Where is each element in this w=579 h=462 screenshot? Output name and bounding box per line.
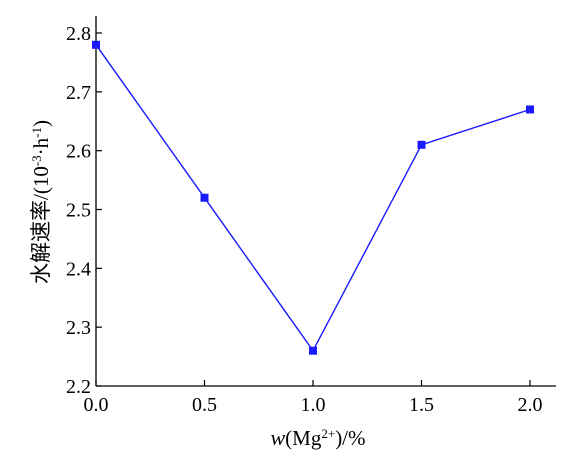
x-label-open: (Mg [285,426,322,450]
tick-group [95,32,531,387]
data-point [309,346,317,355]
y-tick-label: 2.7 [66,82,91,104]
x-label-close: )/% [335,426,365,450]
x-tick-label: 1.0 [301,394,326,416]
x-label-sup: 2+ [321,426,335,441]
y-label-sup1: -3 [29,155,44,166]
data-point [417,140,426,149]
y-label-main: 水解速率/(10 [29,166,53,284]
y-tick-label: 2.6 [66,141,91,163]
tick-label-group: 2.2 2.3 2.4 2.5 2.6 2.7 2.8 0.0 0.5 1.0 1.5 2.0 [66,23,543,416]
x-tick-label: 0.5 [192,394,217,416]
x-tick-label: 0.0 [84,394,109,416]
x-tick-label: 1.5 [409,394,434,416]
series-line [95,44,531,353]
y-label-end: ) [29,120,53,127]
y-label-mid: ·h [29,137,53,155]
x-axis-label: w(Mg2+)/% [270,425,365,450]
y-label-sup2: -1 [29,127,44,138]
y-tick-label: 2.8 [66,23,91,45]
data-point [92,40,100,49]
data-point [200,193,209,202]
y-axis-label: 水解速率/(10-3·h-1) [29,120,54,284]
y-tick-label: 2.3 [66,317,91,339]
y-tick-label: 2.2 [66,376,91,398]
series-group [92,40,534,355]
y-tick-label: 2.4 [66,258,91,280]
x-label-var: w [270,425,285,450]
x-tick-label: 2.0 [518,394,543,416]
data-point [526,105,534,114]
y-tick-label: 2.5 [66,200,91,222]
